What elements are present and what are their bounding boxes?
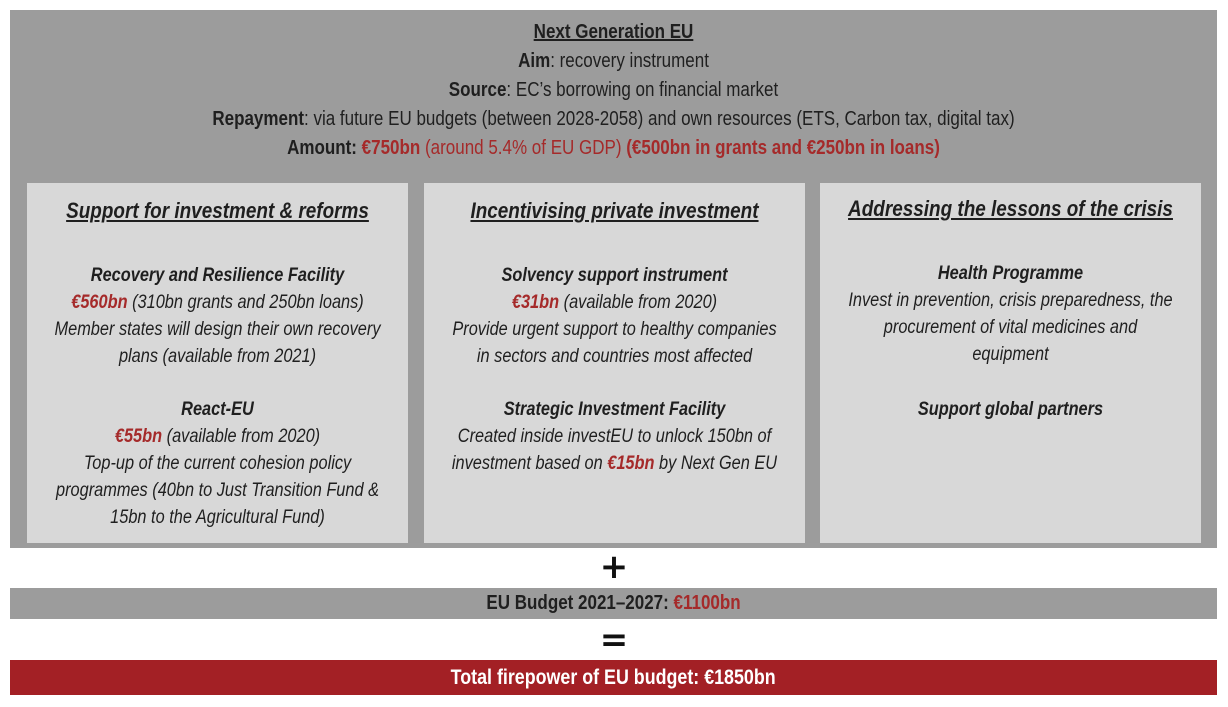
repayment-line: Repayment: via future EU budgets (betwee… (101, 105, 1127, 134)
block-line: Created inside investEU to unlock 150bn … (457, 426, 772, 447)
block-line: Top-up of the current cohesion policy (83, 453, 352, 474)
total-firepower-label: Total firepower of EU budget: €1850bn (451, 666, 776, 689)
strategic-investment-facility-block: Strategic Investment Facility Created in… (451, 396, 779, 477)
block-name: Strategic Investment Facility (503, 399, 726, 420)
column-support-investment-reforms: Support for investment & reforms Recover… (27, 183, 408, 543)
block-amount: €55bn (114, 426, 163, 447)
block-line-post: by Next Gen EU (654, 453, 778, 474)
column-title: Support for investment & reforms (66, 198, 369, 223)
column-lessons-of-crisis: Addressing the lessons of the crisis Hea… (820, 183, 1201, 543)
block-line-pre: investment based on (451, 453, 608, 474)
next-generation-eu-summary: Next Generation EU Aim: recovery instrum… (101, 18, 1127, 163)
column-incentivising-private-investment: Incentivising private investment Solvenc… (424, 183, 805, 543)
block-amount: €15bn (607, 453, 655, 474)
plus-symbol: + (599, 547, 629, 587)
support-global-partners-block: Support global partners (847, 396, 1175, 423)
block-name: Support global partners (917, 399, 1104, 420)
react-eu-block: React-EU €55bn (available from 2020) Top… (54, 396, 382, 531)
source-label: Source (448, 79, 507, 101)
block-name: React-EU (181, 399, 254, 420)
block-line: equipment (972, 344, 1049, 365)
next-generation-eu-panel: Next Generation EU Aim: recovery instrum… (10, 10, 1217, 548)
eu-budget-bar: EU Budget 2021–2027: €1100bn (10, 588, 1217, 619)
recovery-resilience-facility-block: Recovery and Resilience Facility €560bn … (54, 262, 382, 370)
amount-value: €750bn (361, 137, 421, 159)
block-line: investment based on €15bn by Next Gen EU (451, 450, 779, 477)
amount-note: (around 5.4% of EU GDP) (420, 137, 627, 159)
source-line: Source: EC’s borrowing on financial mark… (101, 76, 1127, 105)
block-amount-note: (310bn grants and 250bn loans) (127, 292, 364, 313)
solvency-support-instrument-block: Solvency support instrument €31bn (avail… (451, 262, 779, 370)
block-line: programmes (40bn to Just Transition Fund… (55, 480, 380, 501)
repayment-label: Repayment (212, 108, 305, 130)
block-line: plans (available from 2021) (118, 346, 317, 367)
block-name: Solvency support instrument (501, 265, 728, 286)
eu-budget-text: EU Budget 2021–2027: €1100bn (486, 588, 740, 619)
block-amount: €560bn (71, 292, 128, 313)
block-line: Provide urgent support to healthy compan… (452, 319, 777, 340)
amount-split: (€500bn in grants and €250bn in loans) (626, 137, 940, 159)
block-line: Invest in prevention, crisis preparednes… (848, 290, 1173, 311)
aim-line: Aim: recovery instrument (101, 47, 1127, 76)
block-name: Health Programme (937, 263, 1084, 284)
health-programme-block: Health Programme Invest in prevention, c… (847, 260, 1175, 368)
repayment-value: : via future EU budgets (between 2028-20… (304, 108, 1015, 130)
amount-sep: : (351, 137, 362, 159)
aim-value: : recovery instrument (550, 50, 709, 72)
block-name: Recovery and Resilience Facility (90, 265, 345, 286)
budget-value: €1100bn (673, 592, 741, 614)
total-firepower-bar: Total firepower of EU budget: €1850bn (10, 660, 1217, 695)
block-amount-note: (available from 2020) (559, 292, 718, 313)
amount-label: Amount (287, 137, 352, 159)
block-amount-line: €31bn (available from 2020) (451, 289, 779, 316)
aim-label: Aim (518, 50, 551, 72)
block-line: Member states will design their own reco… (54, 319, 381, 340)
panel-title: Next Generation EU (533, 21, 694, 43)
block-line: procurement of vital medicines and (883, 317, 1138, 338)
amount-line: Amount: €750bn (around 5.4% of EU GDP) (… (101, 134, 1127, 163)
source-value: : EC’s borrowing on financial market (506, 79, 779, 101)
budget-label: EU Budget 2021–2027 (486, 592, 664, 614)
block-amount-line: €55bn (available from 2020) (54, 423, 382, 450)
block-line: 15bn to the Agricultural Fund) (110, 507, 325, 528)
equals-symbol: = (599, 620, 629, 660)
block-amount: €31bn (511, 292, 560, 313)
budget-sep: : (663, 592, 674, 614)
column-title: Incentivising private investment (470, 198, 759, 223)
block-line: in sectors and countries most affected (476, 346, 753, 367)
column-title: Addressing the lessons of the crisis (848, 196, 1173, 221)
block-amount-line: €560bn (310bn grants and 250bn loans) (54, 289, 382, 316)
block-amount-note: (available from 2020) (162, 426, 321, 447)
